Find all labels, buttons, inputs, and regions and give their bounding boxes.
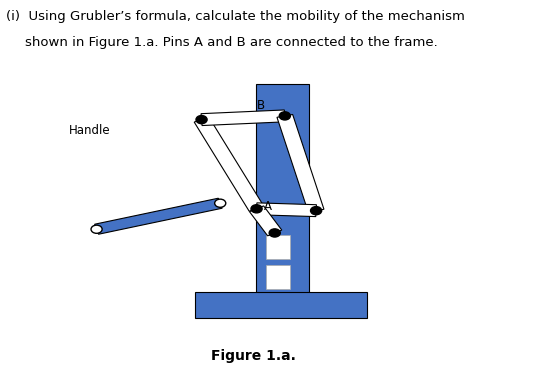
Circle shape [196, 116, 207, 124]
Text: (i)  Using Grubler’s formula, calculate the mobility of the mechanism: (i) Using Grubler’s formula, calculate t… [6, 10, 465, 23]
Bar [266, 235, 290, 259]
Polygon shape [277, 115, 324, 212]
Polygon shape [256, 203, 317, 217]
Bar [266, 264, 290, 289]
Text: Handle: Handle [69, 124, 110, 137]
Text: shown in Figure 1.a. Pins A and B are connected to the frame.: shown in Figure 1.a. Pins A and B are co… [25, 36, 438, 49]
Circle shape [251, 205, 262, 213]
Polygon shape [194, 117, 264, 211]
Polygon shape [94, 198, 222, 234]
Text: A: A [264, 200, 272, 213]
Circle shape [279, 112, 290, 120]
Circle shape [215, 199, 225, 207]
Polygon shape [250, 206, 282, 236]
Circle shape [269, 229, 280, 237]
Circle shape [91, 225, 102, 233]
Circle shape [311, 207, 322, 215]
Text: Figure 1.a.: Figure 1.a. [211, 349, 295, 363]
Text: B: B [257, 99, 265, 112]
Bar [195, 292, 366, 319]
Bar [256, 84, 308, 294]
Polygon shape [201, 110, 286, 126]
